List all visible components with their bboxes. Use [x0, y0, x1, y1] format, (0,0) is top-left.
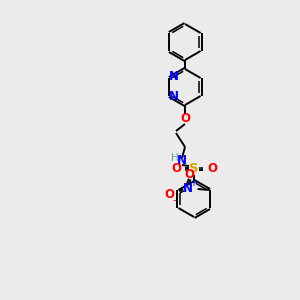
Text: N: N: [168, 89, 178, 103]
Text: O: O: [171, 163, 181, 176]
Text: N: N: [183, 182, 193, 194]
Text: -: -: [173, 195, 176, 205]
Text: N: N: [168, 70, 178, 83]
Text: O: O: [207, 163, 217, 176]
Text: N: N: [177, 154, 187, 167]
Text: O: O: [184, 167, 195, 181]
Text: O: O: [180, 112, 190, 125]
Text: +: +: [189, 178, 196, 188]
Text: H: H: [171, 153, 179, 163]
Text: O: O: [165, 188, 175, 200]
Text: S: S: [189, 163, 199, 176]
